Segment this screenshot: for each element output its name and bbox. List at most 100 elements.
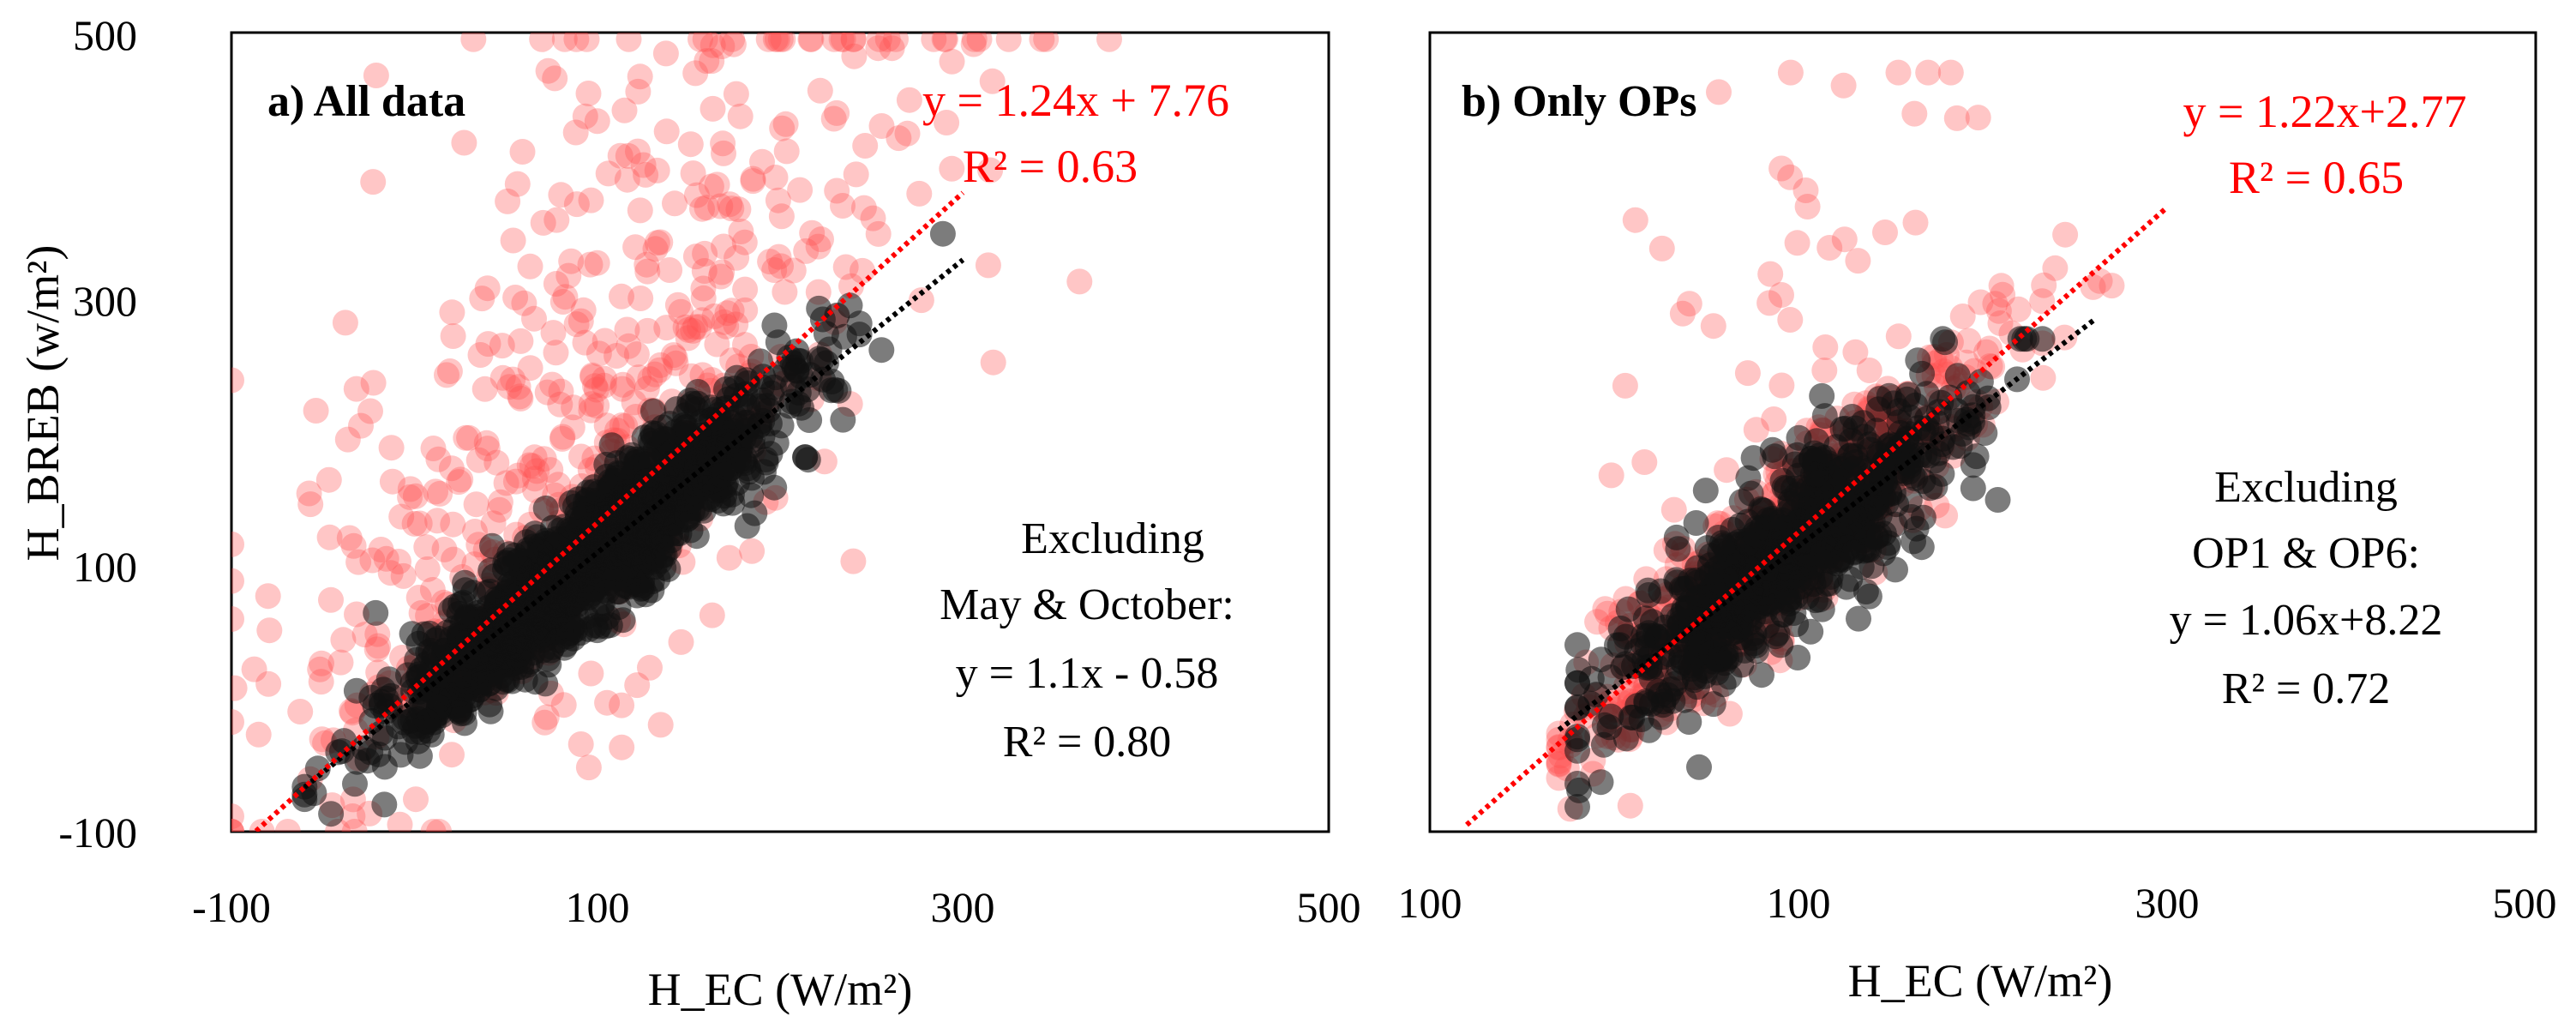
data-point-included [868, 337, 895, 364]
data-point-excluded [609, 734, 635, 760]
data-point-excluded [755, 33, 782, 52]
data-point-included [499, 591, 525, 617]
data-point-excluded [768, 253, 794, 280]
data-point-excluded [511, 290, 537, 316]
data-point-included [1711, 650, 1738, 676]
fit-r2-a: R² = 0.63 [963, 141, 1138, 192]
data-point-excluded [657, 257, 683, 283]
data-point-included [689, 440, 716, 466]
data-point-excluded [866, 33, 892, 52]
data-point-excluded [327, 649, 354, 676]
data-point-excluded [483, 449, 510, 476]
data-point-included [469, 636, 495, 663]
data-point-excluded [689, 195, 715, 222]
data-point-excluded [732, 297, 759, 323]
data-point-excluded [694, 195, 720, 221]
data-point-excluded [2030, 364, 2057, 391]
data-point-included [1785, 645, 1811, 670]
data-point-excluded [543, 271, 569, 297]
data-point-excluded [558, 248, 585, 274]
data-point-excluded [717, 191, 743, 218]
data-point-excluded [1622, 207, 1648, 233]
data-point-excluded [609, 283, 634, 310]
data-point-excluded [874, 33, 901, 52]
data-point-included [318, 801, 345, 827]
data-point-excluded [820, 105, 847, 132]
data-point-excluded [1700, 313, 1726, 340]
data-point-excluded [961, 33, 988, 52]
data-point-included [1597, 664, 1624, 690]
scatter-points-b [1546, 59, 2125, 822]
data-point-excluded [451, 129, 477, 156]
data-point-excluded [1831, 226, 1858, 253]
data-point-excluded [496, 374, 523, 400]
data-point-excluded [360, 370, 387, 396]
data-point-excluded [931, 33, 958, 52]
data-point-included [532, 495, 559, 521]
data-point-included [1856, 537, 1882, 563]
data-point-included [1809, 382, 1835, 409]
data-point-excluded [570, 297, 597, 323]
data-point-excluded [652, 40, 679, 67]
data-point-excluded [339, 700, 366, 726]
data-point-excluded [757, 249, 784, 275]
data-point-excluded [1546, 750, 1572, 777]
data-point-excluded [1714, 457, 1740, 484]
data-point-excluded [977, 157, 1004, 183]
data-point-included [658, 475, 684, 502]
data-point-included [1975, 394, 2002, 420]
data-point-excluded [424, 508, 451, 534]
data-point-excluded [504, 171, 531, 197]
data-point-included [1707, 538, 1733, 565]
data-point-included [639, 423, 666, 449]
data-point-excluded [339, 698, 364, 724]
data-point-excluded [231, 803, 244, 830]
data-point-included [830, 406, 856, 433]
data-point-excluded [341, 819, 368, 832]
data-point-included [1700, 691, 1726, 718]
data-point-excluded [467, 342, 494, 368]
annotation-line-1-a: Excluding [1021, 514, 1204, 563]
data-point-included [1825, 533, 1852, 560]
data-point-excluded [716, 544, 742, 571]
data-point-excluded [780, 257, 807, 284]
data-point-excluded [562, 119, 589, 146]
data-point-excluded [615, 333, 642, 359]
panel-a: a) All data y = 1.24x + 7.76 R² = 0.63 E… [58, 11, 1360, 1015]
data-point-excluded [495, 188, 521, 214]
data-point-excluded [704, 171, 730, 198]
data-point-included [627, 575, 654, 602]
annotation-line-1-b: Excluding [2214, 463, 2398, 512]
data-point-included [654, 499, 681, 526]
data-point-included [1963, 443, 1990, 470]
data-point-excluded [315, 466, 342, 493]
data-point-excluded [868, 113, 895, 139]
data-point-excluded [622, 234, 649, 261]
data-point-excluded [231, 819, 244, 832]
data-point-included [685, 379, 712, 405]
data-point-included [751, 459, 777, 485]
data-point-excluded [934, 110, 960, 135]
data-point-excluded [308, 669, 334, 695]
data-point-excluded [551, 33, 578, 52]
data-point-excluded [578, 660, 604, 687]
data-point-included [1564, 737, 1590, 764]
data-point-excluded [453, 424, 479, 451]
data-point-included [1740, 445, 1767, 472]
data-point-excluded [1872, 219, 1898, 245]
data-point-included [1767, 514, 1793, 540]
data-point-excluded [507, 385, 534, 412]
data-point-excluded [1546, 751, 1572, 778]
data-point-included [1896, 487, 1923, 514]
data-point-excluded [707, 193, 734, 219]
data-point-excluded [625, 138, 651, 165]
data-point-included [585, 538, 611, 565]
data-point-excluded [701, 303, 728, 329]
data-point-excluded [798, 33, 825, 52]
data-point-excluded [1937, 59, 1964, 86]
data-point-excluded [406, 510, 433, 537]
data-point-excluded [668, 298, 694, 325]
data-point-excluded [377, 560, 404, 586]
data-point-excluded [634, 258, 661, 285]
